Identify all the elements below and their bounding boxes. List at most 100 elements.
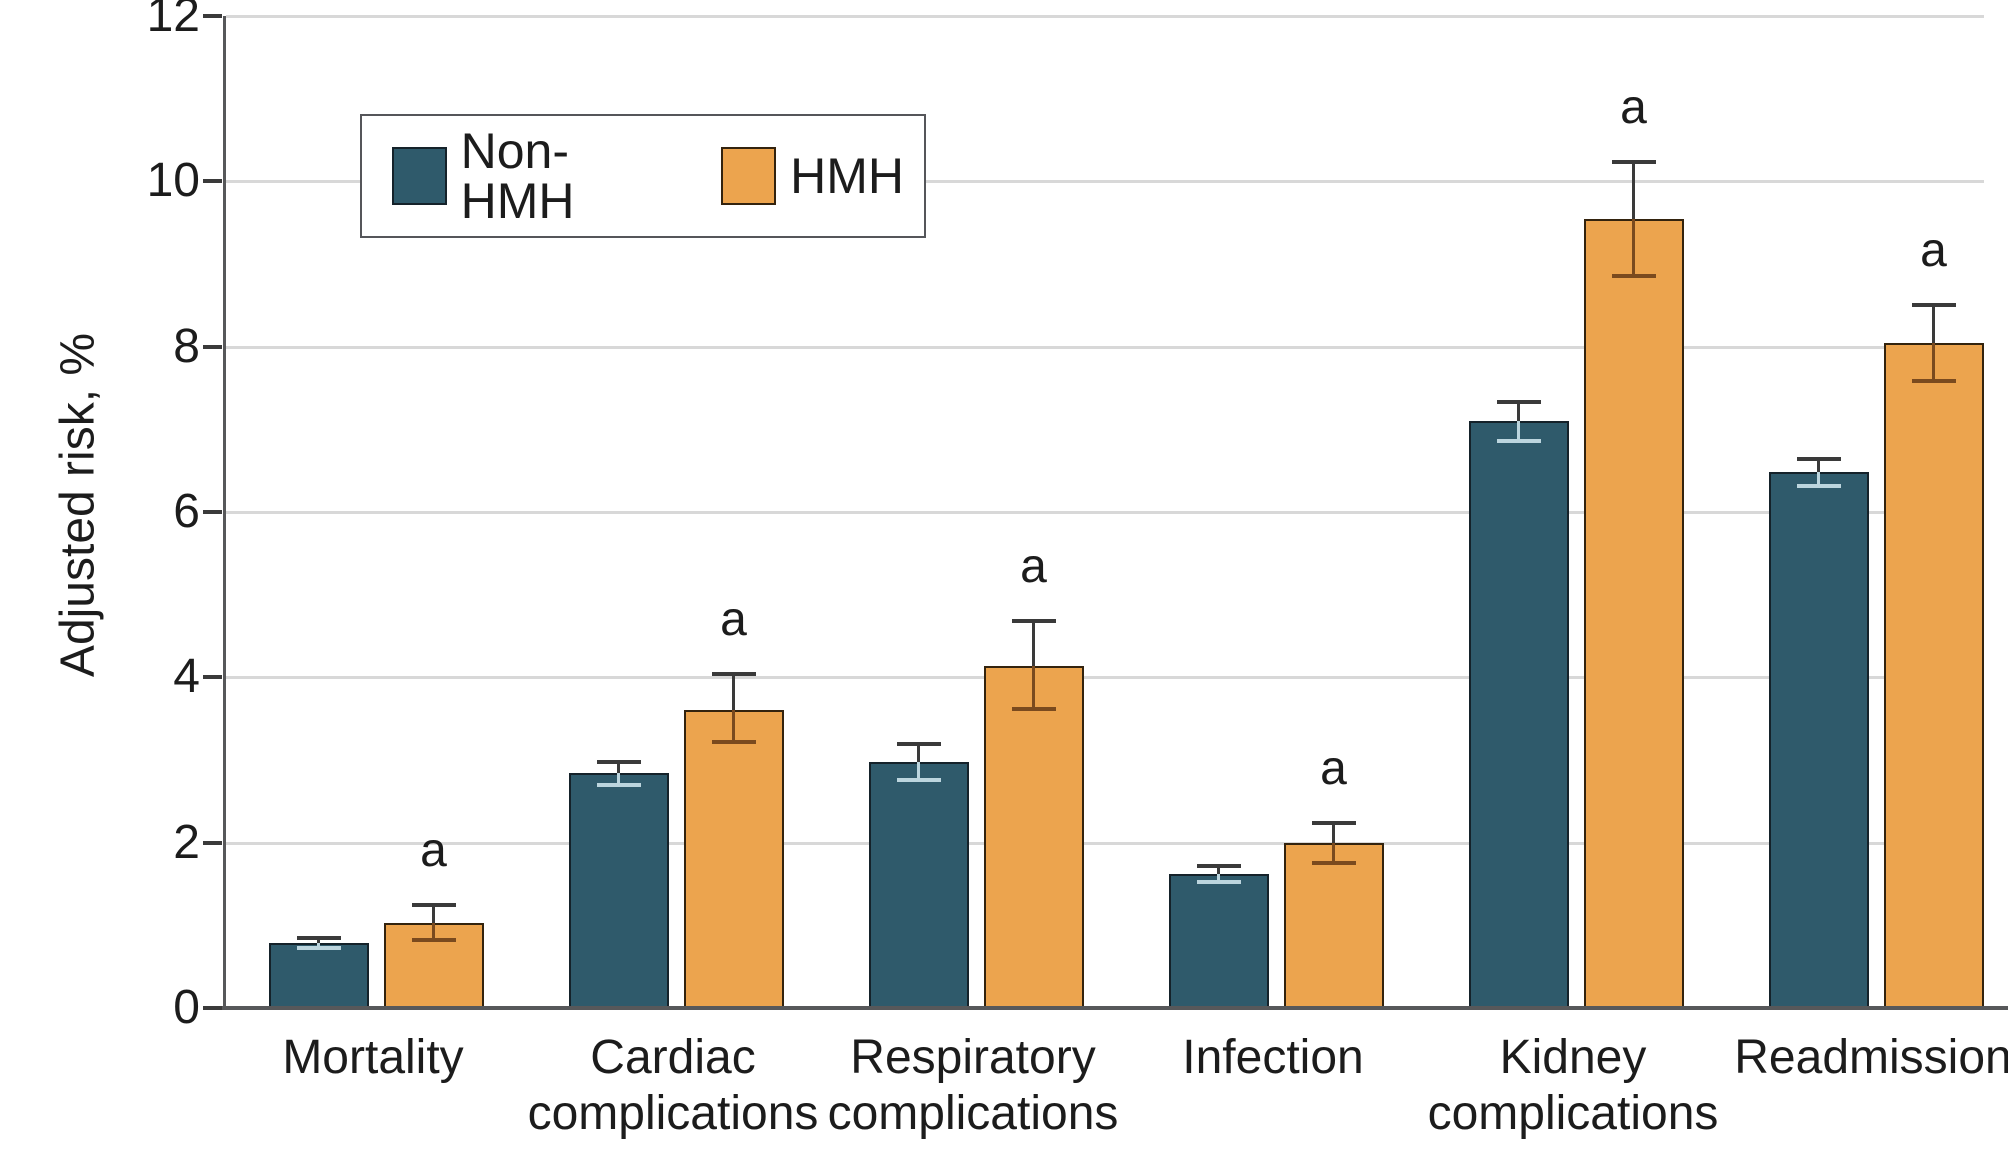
error-whisker-upper-hmh-readmission [1932,305,1935,343]
error-cap-bottom-hmh-readmission [1911,379,1956,384]
x-label-line: complications [527,1087,819,1140]
error-cap-bottom-non-hmh-mortality [296,945,341,950]
error-cap-top-hmh-mortality [411,902,456,907]
legend-item-non-hmh: Non-HMH [392,126,681,226]
y-tick-label-4: 4 [173,650,200,704]
error-whisker-upper-non-hmh-mortality [317,937,320,943]
error-cap-top-non-hmh-cardiac-complications [596,759,641,764]
x-label-line: complications [1427,1087,1719,1140]
x-label-line: Readmission [1734,1031,2008,1084]
x-axis-line [220,1006,2008,1010]
legend-item-hmh: HMH [721,147,904,205]
error-whisker-lower-non-hmh-mortality [317,942,320,948]
error-cap-bottom-hmh-respiratory-complications [1011,706,1056,711]
y-tick-label-6: 6 [173,485,200,538]
bar-non-hmh-kidney-complications [1468,421,1569,1008]
error-whisker-lower-hmh-readmission [1932,342,1935,382]
error-whisker-upper-non-hmh-infection [1217,865,1220,875]
error-cap-bottom-non-hmh-kidney-complications [1496,438,1541,443]
y-tick-label-8: 8 [173,319,200,373]
error-cap-top-hmh-respiratory-complications [1011,619,1056,624]
x-label-line: complications [827,1087,1119,1140]
error-whisker-lower-hmh-infection [1332,842,1335,863]
sig-label-respiratory-complications: a [1020,540,1047,594]
x-label-line: Respiratory [850,1031,1096,1084]
x-label-line: Mortality [282,1031,464,1084]
x-label-kidney-complications: Kidney complications [1373,1030,1773,1142]
error-cap-top-non-hmh-infection [1196,863,1241,868]
bar-hmh-infection [1283,842,1384,1008]
error-whisker-upper-hmh-cardiac-complications [732,674,735,710]
error-whisker-lower-non-hmh-readmission [1817,472,1820,487]
error-whisker-upper-non-hmh-readmission [1817,459,1820,473]
legend-label-non-hmh: Non-HMH [460,123,575,229]
error-cap-top-hmh-cardiac-complications [711,672,756,677]
error-cap-top-non-hmh-respiratory-complications [896,742,941,747]
legend-swatch-hmh [721,147,777,205]
sig-label-kidney-complications: a [1620,81,1647,135]
bar-non-hmh-respiratory-complications [868,762,969,1008]
bar-non-hmh-cardiac-complications [568,773,669,1008]
gridline-y-12 [226,15,1984,18]
error-whisker-lower-hmh-respiratory-complications [1032,665,1035,709]
error-whisker-upper-hmh-respiratory-complications [1032,621,1035,666]
bar-non-hmh-infection [1168,874,1269,1008]
legend-swatch-non-hmh [392,147,447,205]
error-whisker-upper-hmh-mortality [432,904,435,923]
gridline-y-6 [226,511,1984,514]
error-whisker-upper-non-hmh-cardiac-complications [617,761,620,774]
y-tick-mark-0 [203,1006,222,1010]
sig-label-infection: a [1320,741,1347,795]
y-tick-mark-8 [203,344,222,349]
error-cap-bottom-hmh-mortality [411,938,456,943]
bar-non-hmh-readmission [1768,472,1869,1008]
x-label-respiratory-complications: Respiratory complications [773,1030,1173,1142]
y-tick-mark-4 [203,675,222,680]
gridline-y-2 [226,841,1984,845]
gridline-y-4 [226,676,1984,680]
error-cap-bottom-hmh-cardiac-complications [711,739,756,744]
error-cap-top-hmh-readmission [1911,303,1956,308]
error-cap-bottom-non-hmh-respiratory-complications [896,777,941,782]
error-cap-bottom-non-hmh-cardiac-complications [596,782,641,787]
legend: Non-HMH HMH [360,114,926,238]
x-label-line: Infection [1182,1031,1364,1084]
y-tick-label-10: 10 [146,154,200,208]
sig-label-cardiac-complications: a [720,593,747,647]
error-cap-bottom-non-hmh-readmission [1796,484,1841,489]
error-cap-top-hmh-infection [1311,820,1356,825]
error-cap-top-hmh-kidney-complications [1611,160,1656,165]
error-whisker-lower-non-hmh-infection [1217,874,1220,883]
error-cap-bottom-hmh-infection [1311,860,1356,865]
y-tick-mark-10 [203,179,222,184]
error-whisker-upper-hmh-kidney-complications [1632,162,1635,220]
error-whisker-lower-non-hmh-cardiac-complications [617,773,620,785]
error-whisker-lower-hmh-kidney-complications [1632,219,1635,277]
error-whisker-upper-non-hmh-respiratory-complications [917,744,920,763]
sig-label-mortality: a [420,823,447,877]
error-whisker-lower-hmh-mortality [432,922,435,941]
error-whisker-upper-non-hmh-kidney-complications [1517,402,1520,422]
error-cap-bottom-hmh-kidney-complications [1611,274,1656,279]
bar-non-hmh-mortality [268,942,369,1008]
x-label-infection: Infection [1073,1030,1473,1086]
error-cap-top-non-hmh-mortality [296,935,341,940]
error-cap-top-non-hmh-kidney-complications [1496,400,1541,405]
x-label-mortality: Mortality [173,1030,573,1086]
x-label-readmission: Readmission [1673,1030,2008,1086]
sig-label-readmission: a [1920,224,1947,278]
bar-hmh-respiratory-complications [983,665,1084,1008]
error-cap-bottom-non-hmh-infection [1196,880,1241,885]
x-label-cardiac-complications: Cardiac complications [473,1030,873,1142]
error-whisker-lower-hmh-cardiac-complications [732,709,735,742]
y-tick-label-2: 2 [173,815,200,869]
gridline-y-10 [226,180,1984,184]
plot-area: a a a a a a [223,15,1984,1008]
error-cap-top-non-hmh-readmission [1796,457,1841,462]
legend-label-hmh: HMH [790,148,904,204]
y-tick-mark-6 [203,510,222,514]
error-whisker-upper-hmh-infection [1332,822,1335,843]
error-whisker-lower-non-hmh-respiratory-complications [917,762,920,780]
y-tick-label-12: 12 [146,0,200,42]
